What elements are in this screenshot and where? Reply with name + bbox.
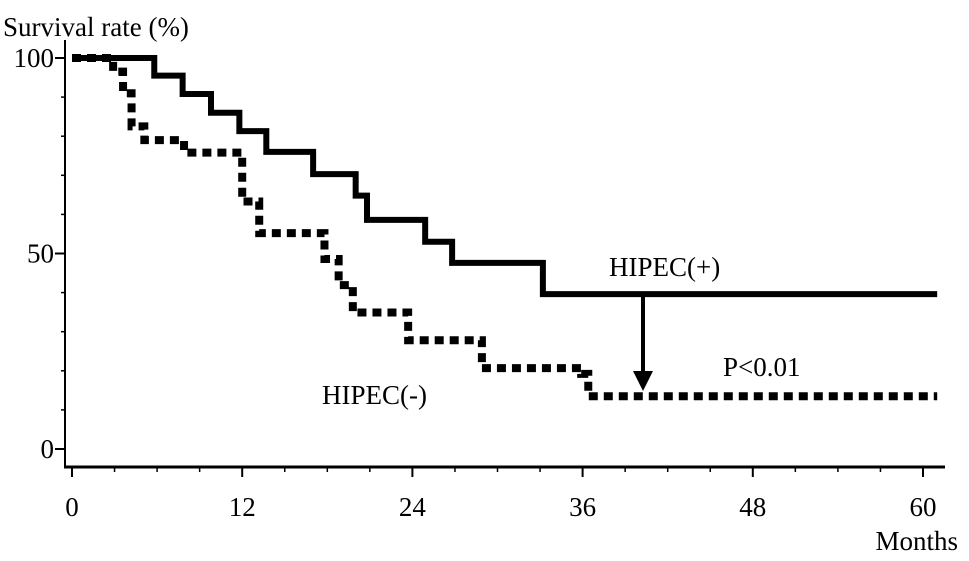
series-line-hipec-plus: [72, 55, 938, 298]
x-tick-label: 60: [910, 492, 937, 522]
y-tick-label: 50: [27, 239, 54, 269]
series-label-hipec-plus: HIPEC(+): [609, 252, 720, 282]
y-axis-label: Survival rate (%): [3, 12, 189, 42]
x-tick-label: 36: [569, 492, 596, 522]
axes: 0 50 100 0 12 24 36 48 60: [14, 40, 945, 522]
p-value-annotation: P<0.01: [723, 352, 801, 382]
x-axis-label: Months: [875, 526, 958, 556]
x-tick-label: 24: [399, 492, 427, 522]
series-line-hipec-minus: [72, 54, 938, 401]
y-tick-label: 0: [41, 434, 55, 464]
series-layer: [72, 54, 938, 401]
series-label-hipec-minus: HIPEC(-): [322, 380, 427, 410]
x-tick-label: 48: [739, 492, 766, 522]
x-tick-label: 12: [229, 492, 256, 522]
y-tick-label: 100: [14, 43, 55, 73]
x-tick-label: 0: [65, 492, 79, 522]
significance-arrow: [633, 296, 653, 391]
